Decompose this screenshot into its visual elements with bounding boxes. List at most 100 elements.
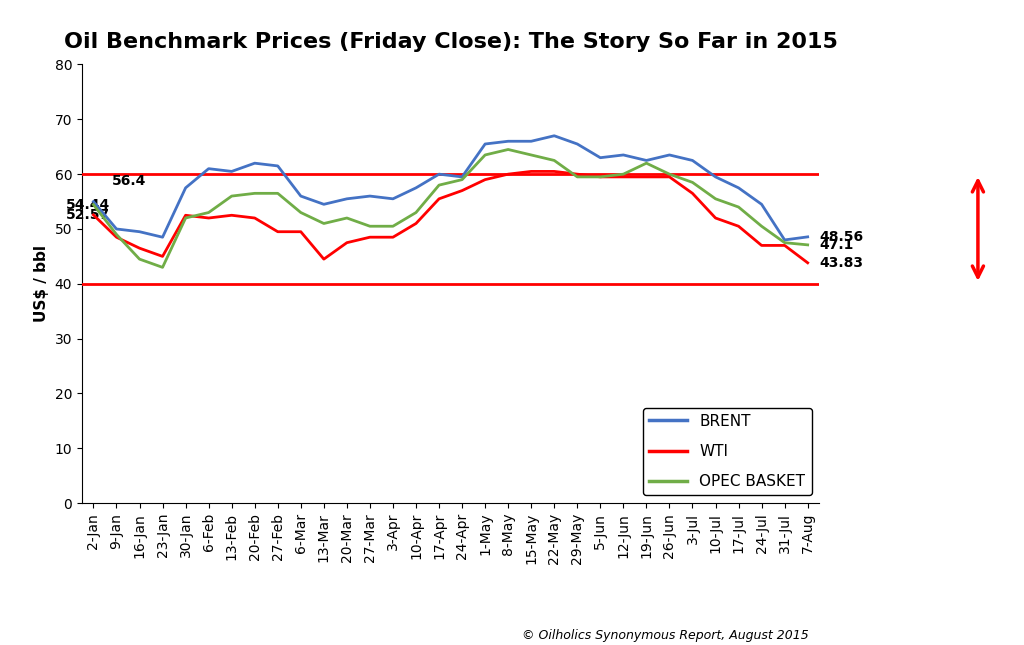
OPEC BASKET bbox=[571, 173, 584, 181]
BRENT bbox=[686, 157, 698, 164]
OPEC BASKET bbox=[802, 241, 814, 249]
WTI bbox=[778, 241, 791, 249]
OPEC BASKET bbox=[756, 223, 768, 230]
BRENT bbox=[225, 168, 238, 175]
OPEC BASKET bbox=[364, 223, 376, 230]
OPEC BASKET bbox=[548, 157, 560, 164]
Text: 56.4: 56.4 bbox=[112, 174, 146, 188]
Text: 54.44: 54.44 bbox=[66, 197, 110, 212]
BRENT bbox=[756, 201, 768, 208]
WTI bbox=[410, 219, 422, 228]
Text: 43.83: 43.83 bbox=[819, 256, 863, 270]
OPEC BASKET bbox=[225, 192, 238, 200]
WTI bbox=[571, 170, 584, 178]
BRENT bbox=[87, 197, 99, 205]
BRENT bbox=[479, 140, 492, 148]
BRENT bbox=[249, 159, 261, 167]
Line: OPEC BASKET: OPEC BASKET bbox=[93, 150, 808, 267]
WTI bbox=[594, 173, 606, 181]
WTI bbox=[133, 244, 145, 252]
OPEC BASKET bbox=[664, 170, 676, 178]
BRENT bbox=[364, 192, 376, 200]
WTI bbox=[640, 173, 652, 181]
OPEC BASKET bbox=[111, 230, 123, 238]
WTI bbox=[732, 223, 744, 230]
BRENT bbox=[664, 151, 676, 159]
Text: 48.56: 48.56 bbox=[819, 230, 863, 244]
OPEC BASKET bbox=[295, 209, 307, 217]
BRENT bbox=[617, 151, 630, 159]
Title: Oil Benchmark Prices (Friday Close): The Story So Far in 2015: Oil Benchmark Prices (Friday Close): The… bbox=[63, 32, 838, 52]
WTI bbox=[802, 259, 814, 266]
WTI bbox=[295, 228, 307, 235]
BRENT bbox=[295, 192, 307, 200]
OPEC BASKET bbox=[710, 195, 722, 203]
WTI bbox=[502, 170, 514, 178]
OPEC BASKET bbox=[479, 151, 492, 159]
Text: 52.57: 52.57 bbox=[66, 208, 110, 222]
WTI bbox=[341, 239, 353, 246]
WTI bbox=[249, 214, 261, 222]
BRENT bbox=[179, 184, 191, 192]
BRENT bbox=[548, 132, 560, 140]
BRENT bbox=[387, 195, 399, 203]
OPEC BASKET bbox=[133, 255, 145, 263]
OPEC BASKET bbox=[387, 223, 399, 230]
OPEC BASKET bbox=[157, 263, 169, 271]
WTI bbox=[617, 173, 630, 181]
OPEC BASKET bbox=[686, 179, 698, 186]
BRENT bbox=[778, 236, 791, 244]
WTI bbox=[479, 175, 492, 183]
BRENT bbox=[133, 228, 145, 235]
OPEC BASKET bbox=[525, 151, 538, 159]
OPEC BASKET bbox=[179, 214, 191, 222]
OPEC BASKET bbox=[433, 181, 445, 189]
WTI bbox=[87, 211, 99, 219]
WTI bbox=[271, 228, 284, 235]
BRENT bbox=[594, 154, 606, 161]
BRENT bbox=[433, 170, 445, 178]
BRENT bbox=[640, 157, 652, 164]
OPEC BASKET bbox=[203, 209, 215, 217]
WTI bbox=[387, 233, 399, 241]
WTI bbox=[317, 255, 330, 263]
OPEC BASKET bbox=[456, 175, 468, 183]
BRENT bbox=[111, 225, 123, 233]
WTI bbox=[225, 212, 238, 219]
Legend: BRENT, WTI, OPEC BASKET: BRENT, WTI, OPEC BASKET bbox=[643, 408, 812, 495]
BRENT bbox=[410, 184, 422, 192]
BRENT bbox=[203, 164, 215, 172]
BRENT bbox=[157, 233, 169, 241]
WTI bbox=[756, 241, 768, 249]
WTI bbox=[548, 168, 560, 175]
WTI bbox=[203, 214, 215, 222]
OPEC BASKET bbox=[778, 239, 791, 246]
WTI bbox=[525, 168, 538, 175]
WTI bbox=[710, 214, 722, 222]
WTI bbox=[433, 195, 445, 203]
OPEC BASKET bbox=[341, 214, 353, 222]
Line: BRENT: BRENT bbox=[93, 136, 808, 240]
OPEC BASKET bbox=[594, 173, 606, 181]
BRENT bbox=[317, 201, 330, 208]
OPEC BASKET bbox=[502, 146, 514, 154]
BRENT bbox=[710, 173, 722, 181]
BRENT bbox=[732, 184, 744, 192]
Line: WTI: WTI bbox=[93, 172, 808, 263]
BRENT bbox=[502, 137, 514, 145]
Text: © Oilholics Synonymous Report, August 2015: © Oilholics Synonymous Report, August 20… bbox=[522, 629, 809, 642]
Text: 47.1: 47.1 bbox=[819, 238, 854, 252]
WTI bbox=[157, 252, 169, 260]
WTI bbox=[111, 233, 123, 241]
OPEC BASKET bbox=[640, 159, 652, 167]
OPEC BASKET bbox=[249, 190, 261, 197]
WTI bbox=[179, 212, 191, 219]
OPEC BASKET bbox=[732, 203, 744, 211]
BRENT bbox=[525, 137, 538, 145]
BRENT bbox=[456, 173, 468, 181]
BRENT bbox=[341, 195, 353, 203]
BRENT bbox=[271, 162, 284, 170]
BRENT bbox=[571, 140, 584, 148]
WTI bbox=[456, 187, 468, 195]
WTI bbox=[664, 173, 676, 181]
